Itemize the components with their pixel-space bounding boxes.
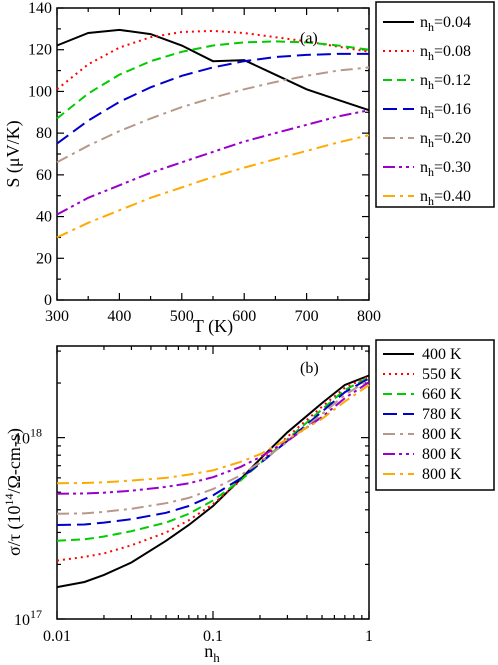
panel-a-series-line <box>56 66 370 164</box>
panel-a-plot-frame <box>56 7 370 301</box>
panel-a-legend-label: nh=0.30 <box>420 159 471 179</box>
panel-b-y-axis-title-tail: /Ω-cm-s) <box>4 428 25 493</box>
panel-a-y-tick-label: 20 <box>36 250 52 267</box>
panel-a-legend-label-value: =0.30 <box>434 159 471 176</box>
panel-a-legend-label: nh=0.12 <box>420 72 471 92</box>
panel-a-legend-label-sub: h <box>428 136 434 150</box>
panel-a-legend-label: nh=0.08 <box>420 43 471 63</box>
panel-b-x-tick-label: 0.01 <box>43 628 71 645</box>
panel-b-series-line <box>56 377 370 526</box>
panel-b-legend-label: 550 K <box>422 366 462 383</box>
panel-a-y-tick-label: 120 <box>28 42 52 59</box>
panel-a-legend-label-main: n <box>420 159 428 176</box>
panel-a-legend-label: nh=0.20 <box>420 130 471 150</box>
panel-a-x-tick-label: 800 <box>357 308 381 325</box>
panel-a-series-line <box>56 40 370 120</box>
panel-b-y-tick-label: 1018 <box>14 426 42 448</box>
panel-b-x-axis-title-main: n <box>204 641 213 661</box>
panel-b-series-line <box>56 374 370 589</box>
panel-a-legend-label-main: n <box>420 43 428 60</box>
panel-a-legend-label-main: n <box>420 188 428 205</box>
panel-b-label: (b) <box>300 360 319 377</box>
panel-b-legend-label: 800 K <box>422 466 462 483</box>
panel-a-x-tick-label: 600 <box>232 308 256 325</box>
panel-b-series-line <box>56 376 370 542</box>
panel-a-x-tick-label: 500 <box>170 308 194 325</box>
panel-a-legend-label-sub: h <box>428 107 434 121</box>
panel-a-legend-label-value: =0.16 <box>434 101 471 118</box>
panel-a-legend-box <box>375 1 495 208</box>
panel-a-legend-label-sub: h <box>428 78 434 92</box>
panel-a-series-line <box>56 52 369 145</box>
panel-b-x-tick-label: 1 <box>365 628 373 645</box>
panel-b-series <box>56 374 370 589</box>
panel-a-y-tick-label: 40 <box>36 209 52 226</box>
panel-b-x-tick-label: 0.1 <box>203 628 223 645</box>
panel-b-series-line <box>56 381 370 495</box>
panel-a-seebeck-chart: 300 400 500 600 700 800 0 20 40 60 80 100 120 140 (a)… <box>3 0 495 337</box>
panel-a-y-axis-title: S (μV/K) <box>3 120 24 187</box>
panel-b-y-axis-title-main: σ/τ (10 <box>4 505 25 555</box>
panel-b-legend-label: 400 K <box>422 346 462 363</box>
panel-a-x-tick-label: 300 <box>45 308 69 325</box>
panel-a-legend: nh=0.04nh=0.08nh=0.12nh=0.16nh=0.20nh=0.… <box>383 14 471 208</box>
panel-a-legend-label: nh=0.16 <box>420 101 471 121</box>
panel-a-y-tick-label: 0 <box>44 292 52 309</box>
panel-a-y-tick-label: 80 <box>36 125 52 142</box>
panel-b-legend-label: 780 K <box>422 406 462 423</box>
panel-a-ticks: 300 400 500 600 700 800 0 20 40 60 80 100 120 140 <box>28 0 381 325</box>
panel-a-legend-label-sub: h <box>428 49 434 63</box>
panel-a-series-line <box>56 134 370 239</box>
panel-b-plot-frame <box>56 345 370 620</box>
panel-b-legend-box <box>375 339 495 491</box>
panel-a-series-line <box>56 109 370 216</box>
panel-a-label: (a) <box>300 30 318 47</box>
panel-a-legend-label-value: =0.12 <box>434 72 471 89</box>
panel-a-legend-label-main: n <box>420 101 428 118</box>
panel-a-legend-label-sub: h <box>428 194 434 208</box>
panel-b-series-line <box>56 375 370 562</box>
panel-a-legend-label-main: n <box>420 14 428 31</box>
panel-a-y-tick-label: 60 <box>36 167 52 184</box>
panel-a-x-axis-title: T (K) <box>193 316 233 337</box>
panel-a-series-line <box>56 28 370 112</box>
panel-a-y-tick-label: 140 <box>28 0 52 17</box>
panel-a-legend-label-main: n <box>420 72 428 89</box>
panel-a-legend-label-sub: h <box>428 20 434 34</box>
panel-b-x-axis-title: nh <box>204 641 220 665</box>
panel-b-series-line <box>56 379 370 515</box>
panel-b-legend-label: 800 K <box>422 426 462 443</box>
panel-a-legend-label-value: =0.04 <box>434 14 471 31</box>
panel-b-legend: 400 K 550 K 660 K 780 K 800 K 800 K 800 K <box>383 346 462 483</box>
panel-a-y-tick-label: 100 <box>28 83 52 100</box>
panel-b-y-tick-label-base: 10 <box>14 612 30 629</box>
panel-b-series-line <box>56 384 370 485</box>
panel-b-y-tick-label: 1017 <box>14 607 42 629</box>
panel-b-y-axis-title: σ/τ (1014/Ω-cm-s) <box>2 428 25 556</box>
panel-b-legend-label: 660 K <box>422 386 462 403</box>
panel-b-y-axis-title-sup: 14 <box>2 493 16 505</box>
panel-a-x-tick-label: 700 <box>295 308 319 325</box>
panel-a-legend-label-value: =0.20 <box>434 130 471 147</box>
panel-a-legend-label: nh=0.40 <box>420 188 471 208</box>
panel-b-y-tick-label-exp: 18 <box>30 426 42 440</box>
panel-a-legend-label-value: =0.08 <box>434 43 471 60</box>
panel-b-legend-label: 800 K <box>422 446 462 463</box>
panel-b-y-tick-label-base: 10 <box>14 431 30 448</box>
panel-a-legend-label-value: =0.40 <box>434 188 471 205</box>
panel-a-legend-label: nh=0.04 <box>420 14 471 34</box>
panel-b-x-axis-title-sub: h <box>213 650 220 665</box>
panel-a-series <box>56 28 370 239</box>
panel-b-y-tick-label-exp: 17 <box>30 607 42 621</box>
panel-a-legend-label-main: n <box>420 130 428 147</box>
panel-a-legend-label-sub: h <box>428 165 434 179</box>
panel-a-x-tick-label: 400 <box>107 308 131 325</box>
